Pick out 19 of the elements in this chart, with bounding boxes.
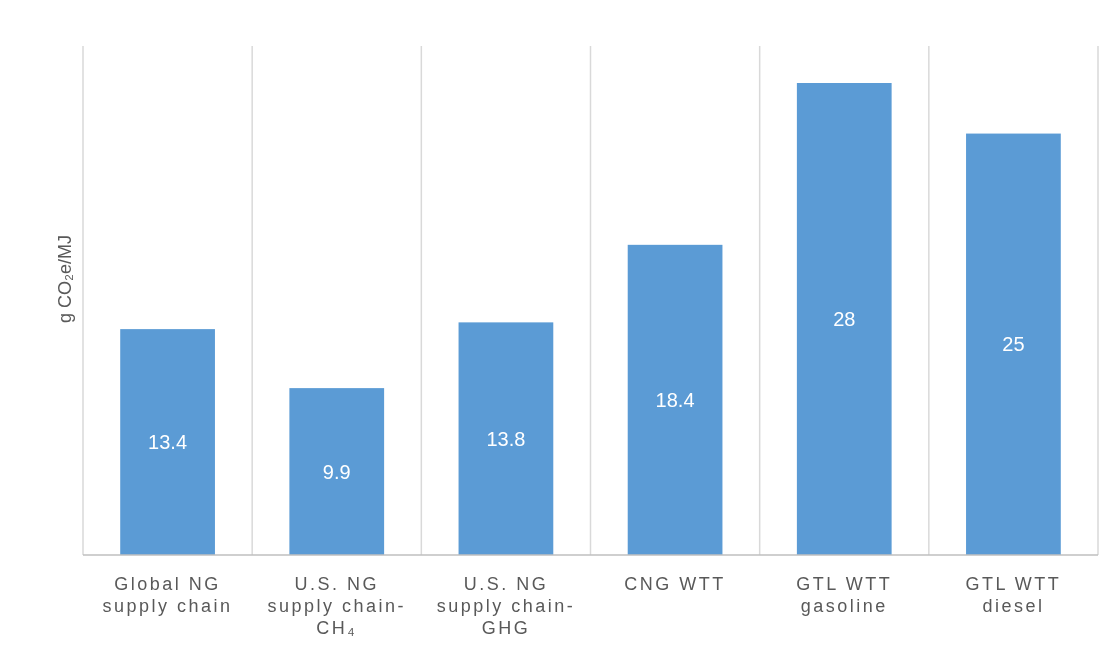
x-tick-label: U.S. NG supply chain-CH₄	[267, 574, 407, 638]
data-label: 9.9	[322, 460, 351, 483]
bar	[458, 322, 554, 555]
x-tick-label: CNG WTT	[624, 574, 726, 594]
x-tick-label: U.S. NG supply chain-GHG	[436, 574, 576, 638]
x-tick-label: GTL WTT diesel	[965, 574, 1062, 616]
y-axis-title: g CO₂e/MJ	[55, 234, 75, 324]
x-tick-label: GTL WTT gasoline	[796, 574, 893, 616]
bar	[120, 329, 215, 555]
bar	[966, 133, 1061, 555]
bar	[796, 83, 892, 555]
data-label: 13.4	[148, 431, 188, 454]
bar	[289, 388, 385, 555]
data-label: 13.8	[486, 427, 526, 450]
data-label: 18.4	[655, 388, 695, 411]
data-label: 28	[833, 308, 856, 330]
x-tick-label: Global NG supply chain	[102, 574, 233, 616]
bar	[627, 244, 723, 555]
data-label: 25	[1002, 333, 1025, 356]
